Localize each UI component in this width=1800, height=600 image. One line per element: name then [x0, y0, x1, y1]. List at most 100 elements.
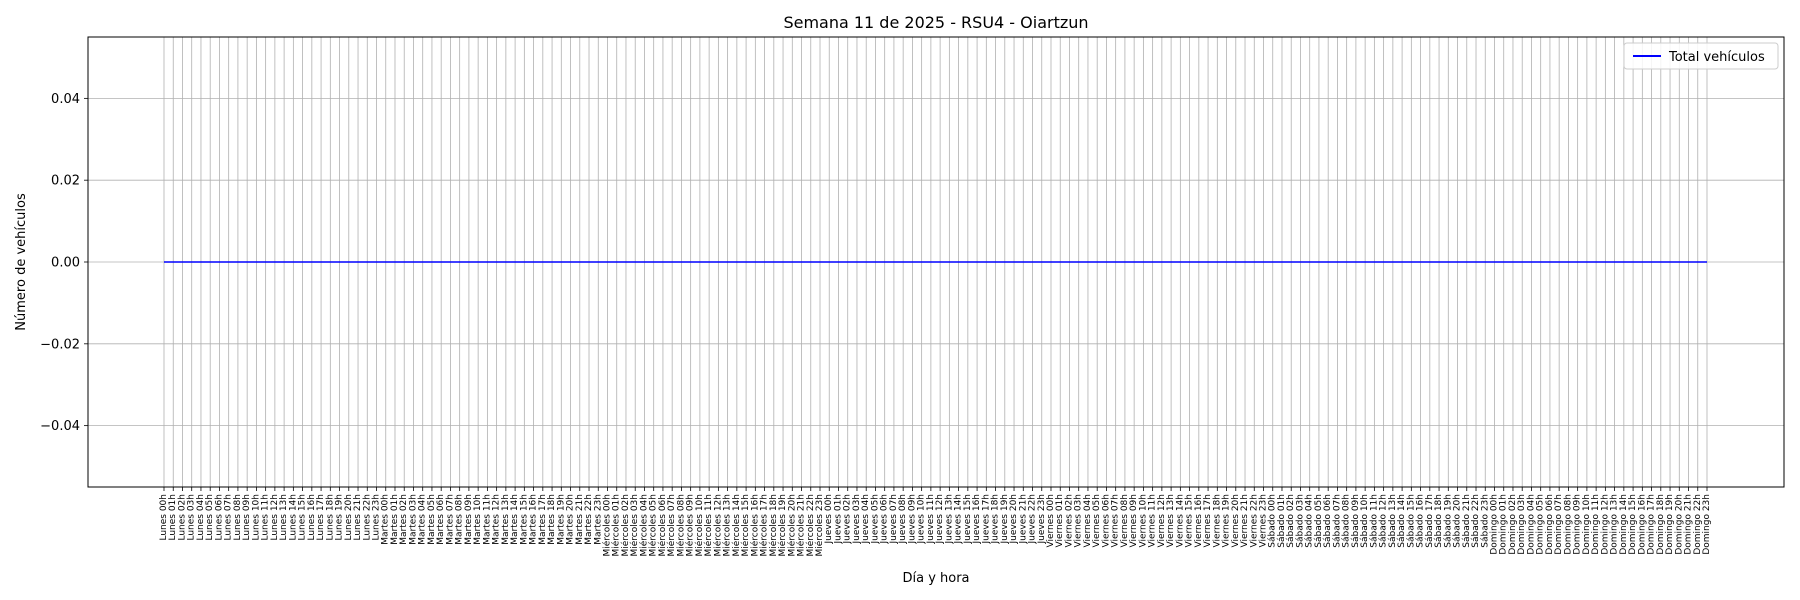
- x-tick-label: Jueves 14h: [954, 494, 964, 544]
- x-tick-label: Martes 06h: [436, 494, 446, 545]
- x-tick-label: Jueves 12h: [935, 494, 945, 544]
- x-tick-label: Miércoles 09h: [685, 494, 696, 557]
- x-tick-label: Jueves 07h: [889, 494, 899, 544]
- x-tick-label: Miércoles 15h: [740, 494, 751, 557]
- x-tick-label: Lunes 05h: [205, 494, 215, 541]
- x-tick-label: Viernes 05h: [1092, 494, 1102, 548]
- x-tick-label: Domingo 06h: [1545, 494, 1555, 555]
- x-tick-label: Sábado 22h: [1471, 494, 1481, 548]
- y-tick-label: −0.02: [40, 337, 80, 352]
- y-ticks: −0.04 −0.02 0.00 0.02 0.04: [40, 92, 88, 434]
- x-tick-label: Sábado 06h: [1323, 494, 1333, 548]
- x-tick-label: Lunes 21h: [353, 494, 363, 541]
- x-tick-label: Viernes 07h: [1111, 494, 1121, 548]
- x-tick-label: Sábado 14h: [1397, 494, 1407, 548]
- x-tick-label: Miércoles 07h: [666, 494, 677, 557]
- x-tick-label: Sábado 16h: [1416, 494, 1426, 548]
- chart-title: Semana 11 de 2025 - RSU4 - Oiartzun: [783, 13, 1088, 32]
- x-tick-label: Lunes 11h: [261, 494, 271, 541]
- x-tick-label: Sábado 10h: [1360, 494, 1370, 548]
- x-tick-label: Viernes 00h: [1046, 494, 1056, 548]
- x-tick-label: Viernes 13h: [1166, 494, 1176, 548]
- x-tick-label: Domingo 20h: [1674, 494, 1684, 555]
- x-tick-label: Lunes 10h: [251, 494, 261, 541]
- x-tick-label: Martes 22h: [584, 494, 594, 545]
- x-tick-label: Domingo 03h: [1517, 494, 1527, 555]
- x-tick-label: Jueves 21h: [1018, 494, 1028, 544]
- x-tick-label: Lunes 08h: [233, 494, 243, 541]
- x-tick-label: Domingo 10h: [1582, 494, 1592, 555]
- x-tick-label: Martes 10h: [473, 494, 483, 545]
- x-tick-label: Sábado 02h: [1286, 494, 1296, 548]
- y-tick-label: 0.00: [51, 256, 80, 271]
- x-tick-label: Domingo 12h: [1600, 494, 1610, 555]
- x-tick-label: Jueves 17h: [981, 494, 991, 544]
- x-tick-label: Lunes 23h: [372, 494, 382, 541]
- x-tick-label: Miércoles 03h: [629, 494, 640, 557]
- x-tick-label: Sábado 01h: [1277, 494, 1287, 548]
- x-tick-label: Lunes 15h: [298, 494, 308, 541]
- legend-label: Total vehículos: [1668, 50, 1765, 65]
- x-tick-label: Domingo 15h: [1628, 494, 1638, 555]
- y-axis-label: Número de vehículos: [14, 193, 29, 331]
- x-tick-label: Viernes 18h: [1212, 494, 1222, 548]
- x-tick-label: Miércoles 20h: [786, 494, 797, 557]
- x-tick-label: Jueves 08h: [898, 494, 908, 544]
- x-tick-label: Martes 11h: [482, 494, 492, 545]
- x-tick-label: Martes 21h: [575, 494, 585, 545]
- x-tick-label: Sábado 13h: [1388, 494, 1398, 548]
- x-tick-label: Martes 02h: [399, 494, 409, 545]
- x-tick-label: Lunes 17h: [316, 494, 326, 541]
- x-tick-label: Sábado 00h: [1268, 494, 1278, 548]
- x-tick-label: Sábado 23h: [1480, 494, 1490, 548]
- x-tick-label: Sábado 20h: [1453, 494, 1463, 548]
- x-tick-label: Lunes 18h: [325, 494, 335, 541]
- x-tick-label: Viernes 08h: [1120, 494, 1130, 548]
- x-tick-label: Jueves 09h: [907, 494, 917, 544]
- x-tick-label: Miércoles 17h: [759, 494, 770, 557]
- x-tick-label: Miércoles 12h: [712, 494, 723, 557]
- x-tick-label: Miércoles 18h: [768, 494, 779, 557]
- x-tick-label: Viernes 04h: [1083, 494, 1093, 548]
- x-tick-label: Martes 00h: [381, 494, 391, 545]
- x-tick-label: Miércoles 01h: [611, 494, 622, 557]
- x-tick-label: Domingo 02h: [1508, 494, 1518, 555]
- x-tick-label: Viernes 03h: [1074, 494, 1084, 548]
- x-tick-label: Viernes 16h: [1194, 494, 1204, 548]
- x-tick-label: Jueves 13h: [944, 494, 954, 544]
- x-tick-label: Miércoles 22h: [805, 494, 816, 557]
- x-tick-label: Domingo 22h: [1693, 494, 1703, 555]
- x-tick-label: Martes 05h: [427, 494, 437, 545]
- x-tick-label: Miércoles 08h: [675, 494, 686, 557]
- x-tick-label: Lunes 22h: [362, 494, 372, 541]
- x-tick-label: Lunes 02h: [177, 494, 187, 541]
- x-tick-label: Martes 12h: [492, 494, 502, 545]
- x-tick-label: Viernes 02h: [1064, 494, 1074, 548]
- x-tick-label: Sábado 17h: [1425, 494, 1435, 548]
- x-tick-label: Sábado 09h: [1351, 494, 1361, 548]
- x-tick-label: Viernes 11h: [1148, 494, 1158, 548]
- x-tick-label: Martes 07h: [445, 494, 455, 545]
- x-tick-label: Domingo 05h: [1536, 494, 1546, 555]
- x-tick-label: Jueves 16h: [972, 494, 982, 544]
- x-tick-label: Sábado 11h: [1369, 494, 1379, 548]
- x-tick-label: Viernes 23h: [1259, 494, 1269, 548]
- x-tick-label: Martes 01h: [390, 494, 400, 545]
- x-tick-label: Jueves 11h: [926, 494, 936, 544]
- x-tick-label: Sábado 21h: [1462, 494, 1472, 548]
- x-tick-label: Lunes 06h: [214, 494, 224, 541]
- x-tick-label: Domingo 16h: [1637, 494, 1647, 555]
- x-tick-label: Martes 20h: [566, 494, 576, 545]
- x-tick-label: Lunes 13h: [279, 494, 289, 541]
- x-tick-label: Miércoles 14h: [731, 494, 742, 557]
- x-tick-label: Jueves 00h: [824, 494, 834, 544]
- x-tick-label: Jueves 06h: [880, 494, 890, 544]
- x-tick-label: Jueves 19h: [1000, 494, 1010, 544]
- x-tick-label: Miércoles 04h: [638, 494, 649, 557]
- x-tick-label: Sábado 08h: [1342, 494, 1352, 548]
- x-tick-label: Martes 17h: [538, 494, 548, 545]
- x-tick-label: Miércoles 23h: [814, 494, 825, 557]
- x-tick-label: Lunes 03h: [187, 494, 197, 541]
- x-tick-label: Martes 16h: [529, 494, 539, 545]
- x-tick-label: Lunes 16h: [307, 494, 317, 541]
